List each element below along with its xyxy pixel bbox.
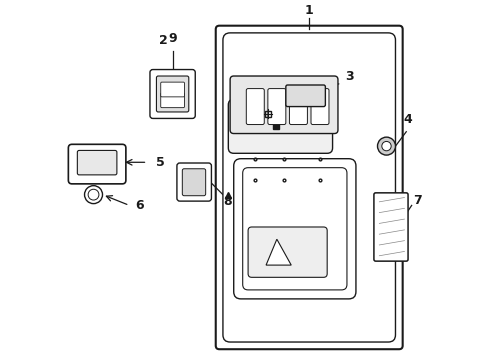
FancyBboxPatch shape (215, 26, 402, 349)
FancyBboxPatch shape (161, 93, 184, 108)
Text: 4: 4 (403, 113, 411, 126)
FancyBboxPatch shape (223, 33, 395, 342)
Circle shape (88, 189, 99, 200)
Text: 6: 6 (135, 199, 143, 212)
Circle shape (377, 137, 395, 155)
FancyBboxPatch shape (182, 169, 205, 196)
FancyBboxPatch shape (247, 227, 326, 277)
FancyBboxPatch shape (68, 144, 125, 184)
Text: 9: 9 (168, 32, 177, 45)
FancyBboxPatch shape (156, 76, 188, 112)
FancyBboxPatch shape (267, 89, 285, 125)
FancyBboxPatch shape (161, 82, 184, 97)
FancyBboxPatch shape (310, 89, 328, 125)
FancyBboxPatch shape (177, 163, 211, 201)
Text: 2: 2 (159, 34, 168, 47)
FancyBboxPatch shape (228, 99, 332, 153)
FancyBboxPatch shape (373, 193, 407, 261)
FancyBboxPatch shape (233, 159, 355, 299)
FancyBboxPatch shape (230, 76, 337, 134)
Circle shape (381, 141, 390, 151)
Text: 3: 3 (345, 70, 353, 83)
FancyBboxPatch shape (150, 69, 195, 118)
FancyBboxPatch shape (289, 89, 307, 125)
Text: 1: 1 (304, 4, 313, 17)
FancyBboxPatch shape (77, 150, 117, 175)
Text: 5: 5 (156, 156, 165, 169)
FancyBboxPatch shape (285, 85, 325, 107)
Text: 7: 7 (413, 194, 421, 207)
Polygon shape (265, 239, 291, 265)
Text: 8: 8 (223, 195, 231, 208)
Circle shape (84, 186, 102, 204)
FancyBboxPatch shape (246, 89, 264, 125)
FancyBboxPatch shape (242, 168, 346, 290)
